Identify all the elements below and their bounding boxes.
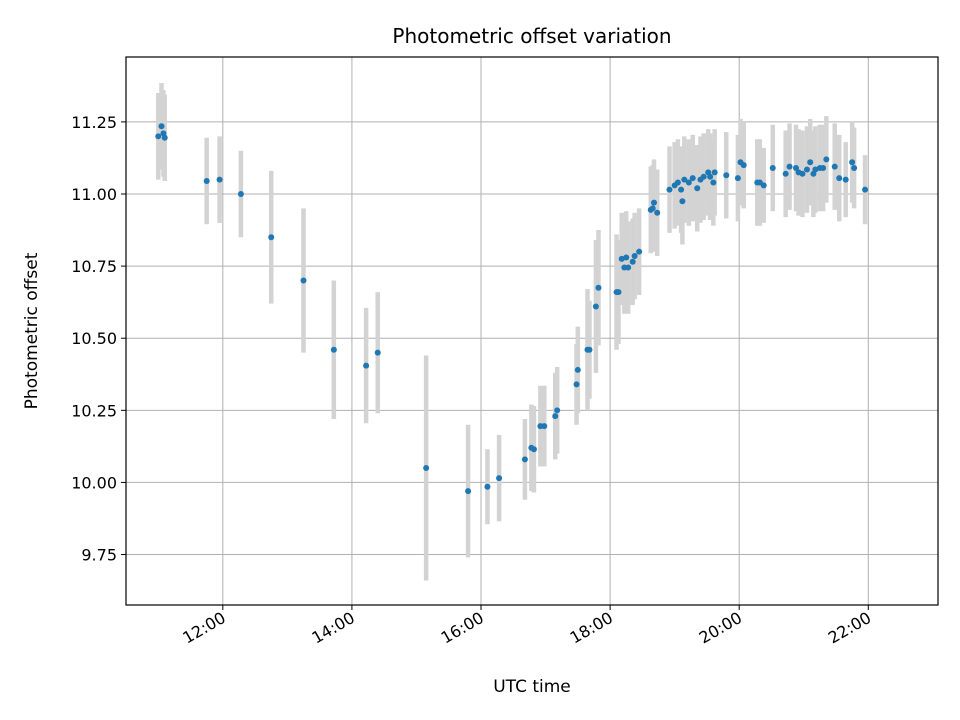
- data-point: [649, 205, 656, 212]
- data-point: [363, 362, 370, 369]
- data-point: [268, 234, 275, 241]
- data-point: [700, 173, 707, 180]
- data-point: [158, 123, 165, 130]
- data-point: [330, 346, 337, 353]
- data-point: [760, 182, 767, 189]
- data-point: [803, 166, 810, 173]
- y-tick-label: 10.00: [71, 473, 117, 492]
- data-point: [592, 303, 599, 310]
- plot-frame: [125, 56, 939, 606]
- data-point: [836, 175, 843, 182]
- data-point: [782, 170, 789, 177]
- y-tick-label: 9.75: [81, 546, 117, 565]
- y-axis: 9.75 10.00 10.25 10.50 10.75 11.00 11.25: [71, 113, 126, 565]
- data-point: [237, 191, 244, 197]
- data-point: [541, 423, 548, 430]
- data-point: [595, 284, 602, 291]
- data-point: [842, 176, 849, 183]
- data-point: [654, 209, 661, 216]
- data-point: [786, 163, 793, 170]
- data-point: [823, 156, 830, 163]
- data-point: [689, 175, 696, 182]
- data-point: [849, 159, 856, 166]
- data-point: [484, 483, 491, 490]
- y-tick-label: 11.25: [71, 113, 117, 132]
- data-point: [618, 255, 625, 262]
- data-point: [374, 349, 381, 356]
- data-point: [465, 488, 472, 495]
- data-point: [530, 446, 537, 453]
- data-point: [554, 407, 561, 414]
- data-point: [203, 178, 210, 185]
- y-tick-label: 10.50: [71, 329, 117, 348]
- y-tick-label: 11.00: [71, 185, 117, 204]
- data-point: [586, 346, 593, 353]
- data-point: [812, 166, 819, 173]
- data-point: [681, 176, 688, 183]
- data-points: [155, 123, 869, 495]
- data-point: [650, 199, 657, 206]
- data-point: [710, 179, 717, 186]
- data-point: [711, 169, 718, 176]
- data-point: [723, 172, 730, 179]
- data-point: [740, 162, 747, 169]
- data-point: [799, 170, 806, 177]
- data-point: [685, 179, 692, 186]
- data-point: [615, 289, 622, 296]
- data-point: [820, 165, 827, 172]
- data-point: [831, 163, 838, 170]
- data-point: [625, 264, 632, 271]
- data-point: [155, 133, 162, 140]
- data-point: [161, 134, 168, 141]
- data-point: [678, 186, 685, 193]
- data-point: [631, 253, 638, 260]
- data-point: [769, 165, 776, 172]
- data-point: [629, 258, 636, 265]
- data-point: [792, 165, 799, 172]
- data-point: [216, 176, 223, 183]
- data-point: [521, 456, 528, 463]
- y-tick-label: 10.75: [71, 257, 117, 276]
- data-point: [674, 179, 681, 186]
- data-point: [574, 366, 581, 373]
- data-point: [679, 198, 686, 205]
- data-point: [636, 248, 643, 255]
- data-point: [707, 173, 714, 180]
- y-tick-label: 10.25: [71, 401, 117, 420]
- data-point: [807, 159, 814, 166]
- chart-title: Photometric offset variation: [392, 24, 671, 48]
- plot-area: [125, 56, 939, 606]
- data-point: [694, 185, 701, 192]
- data-point: [623, 254, 630, 261]
- data-point: [423, 465, 430, 471]
- y-axis-label: Photometric offset: [22, 252, 42, 409]
- x-axis-label: UTC time: [493, 677, 571, 697]
- data-point: [496, 475, 503, 482]
- data-point: [734, 175, 741, 182]
- data-point: [851, 165, 858, 172]
- data-point: [862, 186, 869, 193]
- data-point: [552, 413, 559, 420]
- data-point: [573, 381, 580, 388]
- data-point: [666, 186, 673, 193]
- data-point: [300, 277, 307, 284]
